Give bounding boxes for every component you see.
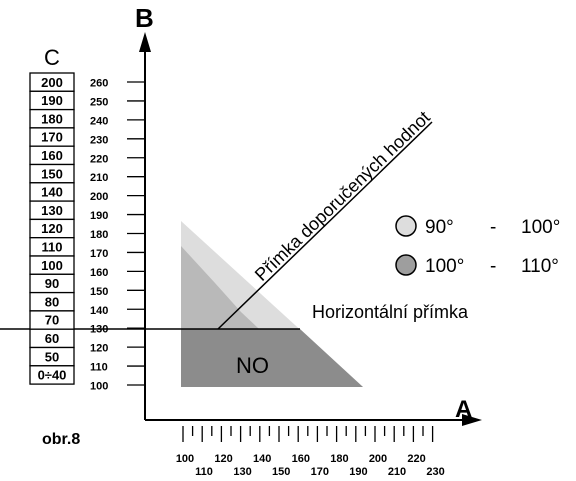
c-scale-value: 0÷40 [38, 368, 67, 383]
c-scale-value: 50 [45, 349, 59, 364]
c-scale-value: 140 [41, 185, 63, 200]
b-scale-value: 250 [90, 96, 108, 108]
b-scale-value: 200 [90, 191, 108, 203]
horizontal-line-label: Horizontální přímka [312, 302, 469, 322]
legend-item-2: 100° - 110° [395, 254, 559, 277]
b-scale-value: 230 [90, 134, 108, 146]
b-scale-value: 100 [90, 381, 108, 393]
b-scale-value: 140 [90, 305, 108, 317]
a-axis-arrow-icon [462, 414, 482, 426]
b-scale: 260 250 240 230 220 210 200 190 180 170 160 150 140 1… [90, 78, 145, 393]
a-scale-value-top: 200 [369, 453, 387, 465]
b-axis-arrow-icon [139, 32, 151, 52]
c-scale-value: 100 [41, 258, 63, 273]
a-scale-value-bottom: 190 [349, 466, 367, 478]
c-scale-value: 110 [42, 240, 63, 255]
c-scale-value: 60 [45, 331, 59, 346]
b-scale-value: 110 [90, 362, 108, 374]
a-scale-value-bottom: 230 [426, 466, 444, 478]
legend-swatch-medium [395, 254, 417, 276]
a-scale-value-top: 160 [292, 453, 310, 465]
b-scale-value: 190 [90, 210, 108, 222]
legend-to-2: 110° [521, 256, 559, 277]
a-scale-value-bottom: 130 [233, 466, 251, 478]
legend: 90° - 100° 100° - 110° [395, 215, 560, 277]
a-axis-label: A [455, 396, 472, 423]
c-scale-value: 200 [41, 75, 63, 90]
legend-from-2: 100° [425, 256, 464, 277]
c-scale-value: 90 [45, 276, 59, 291]
a-scale-value-bottom: 170 [311, 466, 329, 478]
b-scale-value: 220 [90, 153, 108, 165]
a-scale-value-top: 100 [176, 453, 194, 465]
b-scale-value: 170 [90, 248, 108, 260]
c-scale-value: 70 [45, 313, 59, 328]
a-scale-value-top: 120 [214, 453, 232, 465]
a-scale-value-top: 140 [253, 453, 271, 465]
c-scale-value: 170 [41, 130, 63, 145]
legend-item-1: 90° - 100° [395, 215, 560, 238]
b-scale-value: 210 [90, 172, 108, 184]
a-scale: 100 120 140 160 180 200 220 110 130 150 170 190 210 2… [176, 426, 445, 478]
c-scale-value: 190 [41, 93, 63, 108]
a-scale-value-bottom: 150 [272, 466, 290, 478]
c-scale-value: 180 [41, 111, 63, 126]
b-scale-value: 260 [90, 78, 108, 90]
c-scale-value: 120 [41, 221, 63, 236]
a-scale-value-bottom: 210 [388, 466, 406, 478]
legend-swatch-light [395, 215, 417, 237]
b-scale-value: 160 [90, 267, 108, 279]
c-scale-value: 160 [41, 148, 63, 163]
c-scale-value: 150 [41, 166, 63, 181]
a-scale-value-top: 180 [330, 453, 348, 465]
b-scale-value: 240 [90, 115, 108, 127]
legend-from-1: 90° [425, 217, 454, 238]
c-scale-value: 80 [45, 294, 59, 309]
b-scale-value: 180 [90, 229, 108, 241]
a-scale-value-bottom: 110 [195, 466, 213, 478]
c-scale: 200 190 180 170 160 150 140 130 120 110 100 90 80 70 6… [29, 72, 75, 385]
legend-sep-2: - [490, 256, 496, 277]
no-zone-label: NO [236, 353, 269, 378]
b-scale-value: 150 [90, 286, 108, 298]
legend-to-1: 100° [521, 217, 560, 238]
c-scale-cell [29, 365, 75, 385]
c-scale-title: C [44, 45, 60, 70]
b-axis-label: B [135, 3, 154, 33]
zone-dark [181, 329, 363, 387]
figure-label: obr.8 [42, 431, 80, 448]
legend-sep-1: - [490, 217, 496, 238]
recommended-line [217, 121, 433, 330]
a-scale-value-top: 220 [407, 453, 425, 465]
b-scale-value: 130 [90, 324, 108, 336]
c-scale-value: 130 [41, 203, 63, 218]
b-scale-value: 120 [90, 343, 108, 355]
